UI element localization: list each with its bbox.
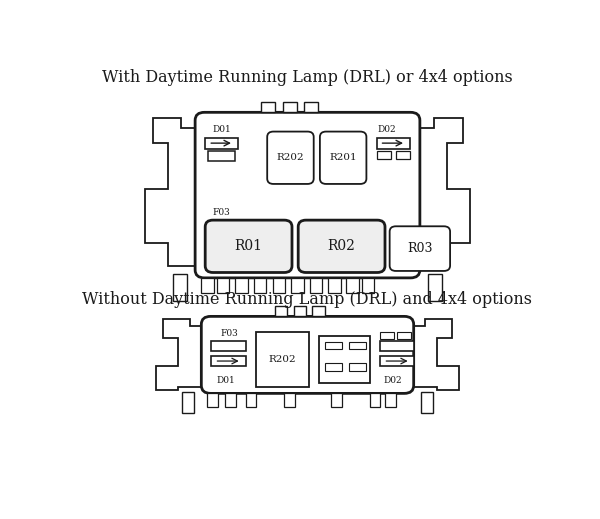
Bar: [396, 151, 410, 158]
Bar: [397, 332, 410, 339]
Text: R03: R03: [407, 242, 433, 255]
Bar: [362, 278, 374, 293]
FancyBboxPatch shape: [205, 220, 292, 272]
Bar: [428, 274, 442, 301]
Bar: [380, 341, 415, 351]
Bar: [377, 151, 391, 158]
Bar: [310, 278, 322, 293]
Bar: [254, 278, 266, 293]
Bar: [325, 363, 343, 371]
Bar: [319, 336, 370, 384]
Text: D02: D02: [383, 376, 402, 385]
Bar: [346, 278, 359, 293]
Text: D01: D01: [217, 376, 236, 385]
Bar: [312, 306, 325, 317]
Text: R202: R202: [277, 153, 304, 162]
FancyBboxPatch shape: [389, 226, 450, 271]
Bar: [256, 332, 309, 387]
Bar: [328, 278, 341, 293]
FancyBboxPatch shape: [298, 220, 385, 272]
Bar: [304, 102, 319, 112]
Bar: [349, 363, 365, 371]
Bar: [173, 274, 187, 301]
Text: D01: D01: [213, 125, 232, 134]
Bar: [245, 393, 256, 407]
Text: D02: D02: [377, 125, 396, 134]
Bar: [283, 102, 296, 112]
Text: R202: R202: [269, 355, 296, 364]
Bar: [293, 306, 306, 317]
Bar: [208, 151, 235, 161]
Bar: [385, 393, 396, 407]
Bar: [182, 392, 194, 414]
Bar: [235, 278, 248, 293]
FancyBboxPatch shape: [195, 112, 420, 278]
Bar: [349, 342, 365, 349]
Bar: [205, 138, 238, 148]
Bar: [217, 278, 229, 293]
Bar: [275, 306, 287, 317]
Text: R201: R201: [329, 153, 357, 162]
Bar: [380, 332, 394, 339]
Bar: [284, 393, 295, 407]
Bar: [421, 392, 433, 414]
FancyBboxPatch shape: [202, 317, 413, 393]
Bar: [207, 393, 218, 407]
Text: R02: R02: [328, 239, 356, 253]
Bar: [370, 393, 380, 407]
Bar: [291, 278, 304, 293]
Text: With Daytime Running Lamp (DRL) or 4x4 options: With Daytime Running Lamp (DRL) or 4x4 o…: [102, 69, 513, 86]
Text: F03: F03: [221, 329, 238, 338]
Bar: [272, 278, 285, 293]
Bar: [261, 102, 275, 112]
Bar: [325, 342, 343, 349]
Bar: [226, 393, 236, 407]
Bar: [211, 341, 245, 351]
Text: F03: F03: [213, 208, 231, 217]
Bar: [380, 357, 415, 366]
Text: R01: R01: [235, 239, 263, 253]
FancyBboxPatch shape: [267, 132, 314, 184]
Bar: [377, 138, 410, 148]
Text: Without Daytime Running Lamp (DRL) and 4x4 options: Without Daytime Running Lamp (DRL) and 4…: [83, 291, 533, 308]
Bar: [211, 357, 245, 366]
Bar: [202, 278, 214, 293]
FancyBboxPatch shape: [320, 132, 367, 184]
Bar: [331, 393, 341, 407]
